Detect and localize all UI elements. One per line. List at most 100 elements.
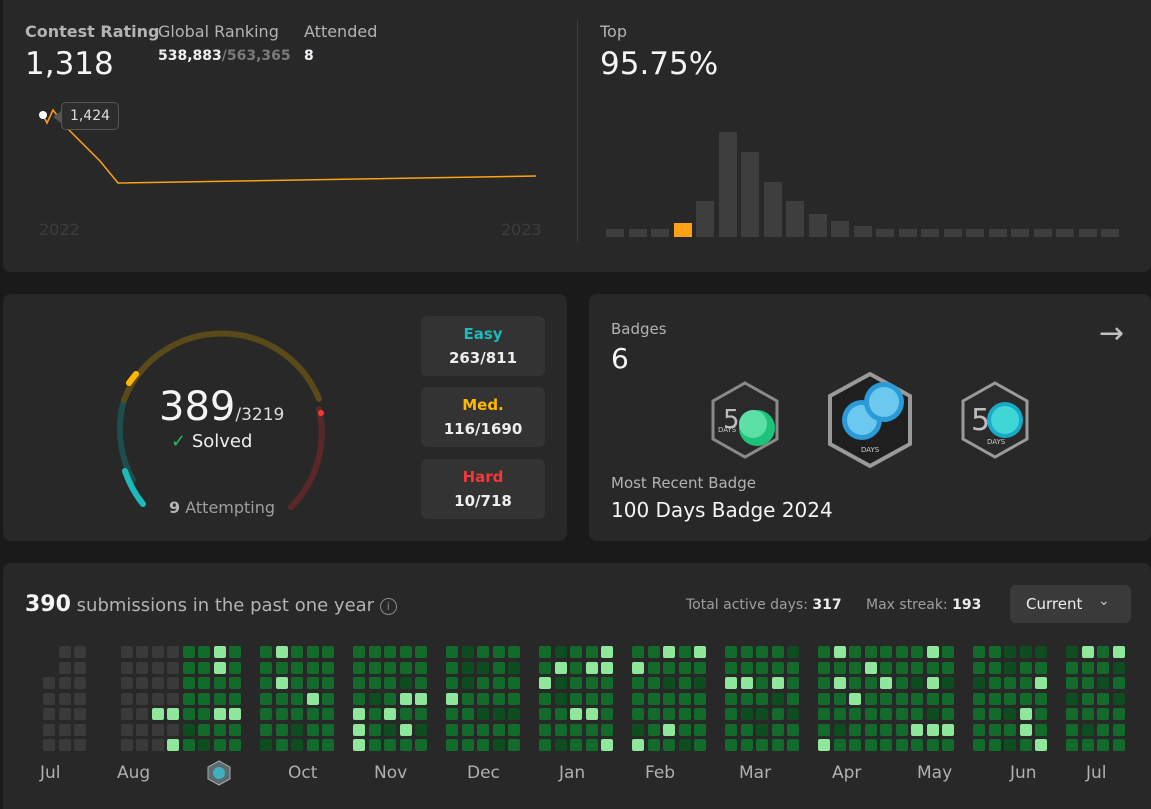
calendar-day-cell[interactable]: [74, 708, 86, 720]
calendar-day-cell[interactable]: [1112, 723, 1125, 736]
calendar-day-cell[interactable]: [43, 739, 55, 751]
calendar-day-cell[interactable]: [461, 677, 474, 689]
calendar-day-cell[interactable]: [446, 677, 458, 689]
calendar-day-cell[interactable]: [353, 692, 365, 705]
info-icon[interactable]: i: [379, 597, 397, 615]
calendar-day-cell[interactable]: [988, 677, 1001, 689]
calendar-day-cell[interactable]: [849, 692, 861, 705]
calendar-day-cell[interactable]: [756, 661, 768, 674]
calendar-day-cell[interactable]: [353, 739, 365, 751]
calendar-day-cell[interactable]: [306, 661, 319, 674]
calendar-day-cell[interactable]: [291, 723, 303, 736]
calendar-day-cell[interactable]: [942, 661, 954, 674]
calendar-day-cell[interactable]: [182, 708, 195, 720]
calendar-day-cell[interactable]: [647, 661, 660, 674]
calendar-day-cell[interactable]: [508, 646, 520, 658]
calendar-day-cell[interactable]: [725, 723, 737, 736]
calendar-day-cell[interactable]: [446, 739, 458, 751]
calendar-day-cell[interactable]: [353, 708, 365, 720]
calendar-day-cell[interactable]: [632, 708, 644, 720]
calendar-day-cell[interactable]: [399, 646, 412, 658]
calendar-day-cell[interactable]: [58, 646, 71, 658]
calendar-day-cell[interactable]: [632, 723, 644, 736]
calendar-day-cell[interactable]: [43, 677, 55, 689]
calendar-day-cell[interactable]: [818, 646, 830, 658]
calendar-day-cell[interactable]: [988, 708, 1001, 720]
calendar-day-cell[interactable]: [911, 646, 923, 658]
calendar-day-cell[interactable]: [213, 739, 226, 751]
calendar-day-cell[interactable]: [554, 723, 567, 736]
calendar-day-cell[interactable]: [694, 708, 706, 720]
calendar-day-cell[interactable]: [973, 708, 985, 720]
calendar-day-cell[interactable]: [539, 708, 551, 720]
calendar-day-cell[interactable]: [787, 692, 799, 705]
calendar-day-cell[interactable]: [973, 677, 985, 689]
calendar-day-cell[interactable]: [384, 692, 396, 705]
calendar-day-cell[interactable]: [275, 646, 288, 658]
calendar-day-cell[interactable]: [446, 646, 458, 658]
calendar-day-cell[interactable]: [74, 661, 86, 674]
calendar-day-cell[interactable]: [771, 739, 784, 751]
calendar-day-cell[interactable]: [756, 677, 768, 689]
calendar-day-cell[interactable]: [771, 661, 784, 674]
calendar-day-cell[interactable]: [880, 708, 892, 720]
calendar-day-cell[interactable]: [446, 708, 458, 720]
calendar-day-cell[interactable]: [1035, 677, 1047, 689]
calendar-day-cell[interactable]: [120, 661, 133, 674]
calendar-day-cell[interactable]: [477, 661, 489, 674]
calendar-day-cell[interactable]: [787, 723, 799, 736]
calendar-day-cell[interactable]: [1097, 708, 1109, 720]
calendar-day-cell[interactable]: [136, 692, 148, 705]
arrow-right-icon[interactable]: →: [1099, 316, 1125, 351]
calendar-day-cell[interactable]: [415, 708, 427, 720]
calendar-day-cell[interactable]: [477, 692, 489, 705]
calendar-day-cell[interactable]: [942, 692, 954, 705]
calendar-day-cell[interactable]: [477, 677, 489, 689]
calendar-day-cell[interactable]: [1112, 692, 1125, 705]
calendar-day-cell[interactable]: [849, 708, 861, 720]
calendar-day-cell[interactable]: [368, 723, 381, 736]
calendar-day-cell[interactable]: [415, 739, 427, 751]
calendar-day-cell[interactable]: [1066, 692, 1078, 705]
calendar-day-cell[interactable]: [585, 677, 598, 689]
calendar-day-cell[interactable]: [58, 739, 71, 751]
calendar-day-cell[interactable]: [120, 677, 133, 689]
calendar-day-cell[interactable]: [771, 723, 784, 736]
calendar-day-cell[interactable]: [725, 692, 737, 705]
calendar-day-cell[interactable]: [384, 708, 396, 720]
calendar-day-cell[interactable]: [198, 661, 210, 674]
calendar-day-cell[interactable]: [833, 646, 846, 658]
calendar-day-cell[interactable]: [492, 661, 505, 674]
calendar-day-cell[interactable]: [384, 661, 396, 674]
calendar-day-cell[interactable]: [694, 723, 706, 736]
calendar-day-cell[interactable]: [1097, 692, 1109, 705]
calendar-day-cell[interactable]: [678, 692, 691, 705]
calendar-day-cell[interactable]: [911, 739, 923, 751]
calendar-day-cell[interactable]: [1066, 723, 1078, 736]
calendar-day-cell[interactable]: [585, 723, 598, 736]
calendar-day-cell[interactable]: [74, 677, 86, 689]
calendar-day-cell[interactable]: [151, 677, 164, 689]
calendar-day-cell[interactable]: [213, 661, 226, 674]
calendar-day-cell[interactable]: [601, 723, 613, 736]
calendar-day-cell[interactable]: [198, 739, 210, 751]
calendar-day-cell[interactable]: [1066, 646, 1078, 658]
calendar-day-cell[interactable]: [740, 723, 753, 736]
calendar-day-cell[interactable]: [570, 646, 582, 658]
calendar-day-cell[interactable]: [570, 708, 582, 720]
calendar-day-cell[interactable]: [926, 661, 939, 674]
calendar-day-cell[interactable]: [632, 646, 644, 658]
calendar-day-cell[interactable]: [291, 677, 303, 689]
calendar-day-cell[interactable]: [1097, 677, 1109, 689]
calendar-day-cell[interactable]: [229, 708, 241, 720]
calendar-day-cell[interactable]: [353, 646, 365, 658]
calendar-day-cell[interactable]: [291, 646, 303, 658]
calendar-day-cell[interactable]: [1035, 661, 1047, 674]
calendar-day-cell[interactable]: [182, 661, 195, 674]
calendar-day-cell[interactable]: [182, 739, 195, 751]
calendar-day-cell[interactable]: [647, 646, 660, 658]
calendar-day-cell[interactable]: [601, 646, 613, 658]
calendar-day-cell[interactable]: [260, 692, 272, 705]
calendar-day-cell[interactable]: [880, 661, 892, 674]
calendar-day-cell[interactable]: [353, 661, 365, 674]
